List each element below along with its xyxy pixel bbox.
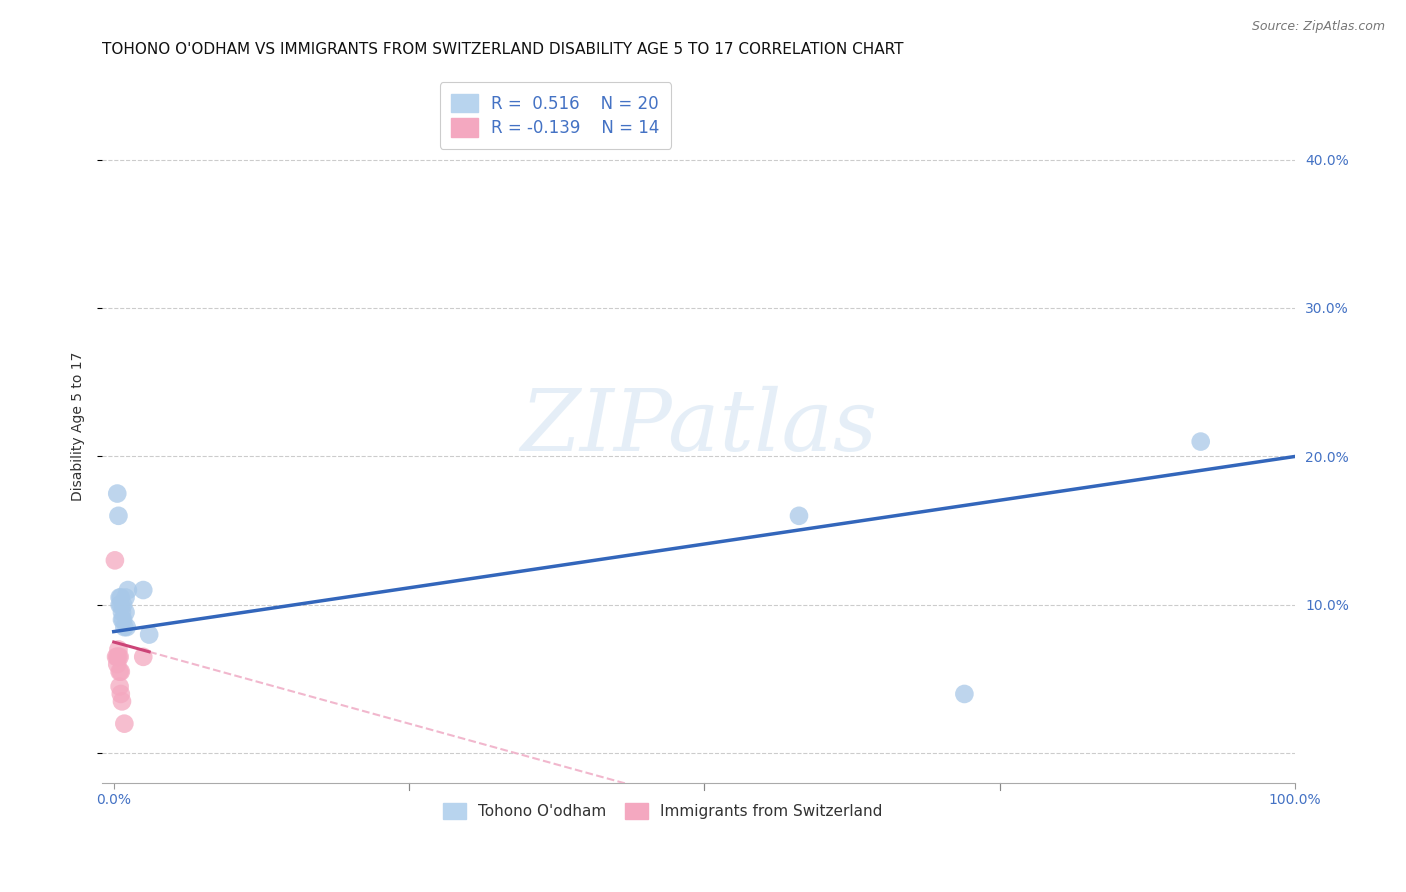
Point: [111, 613, 134, 627]
Text: TOHONO O'ODHAM VS IMMIGRANTS FROM SWITZERLAND DISABILITY AGE 5 TO 17 CORRELATION: TOHONO O'ODHAM VS IMMIGRANTS FROM SWITZE…: [101, 42, 904, 57]
Point: [112, 620, 135, 634]
Text: Source: ZipAtlas.com: Source: ZipAtlas.com: [1251, 20, 1385, 33]
Point: [112, 716, 135, 731]
Point: [111, 694, 134, 708]
Point: [105, 486, 128, 500]
Point: [111, 605, 134, 619]
Point: [107, 649, 129, 664]
Point: [132, 649, 155, 664]
Point: [117, 582, 139, 597]
Point: [105, 649, 128, 664]
Point: [138, 627, 160, 641]
Point: [787, 508, 810, 523]
Point: [112, 598, 135, 612]
Point: [114, 605, 136, 619]
Point: [108, 598, 131, 612]
Legend: Tohono O'odham, Immigrants from Switzerland: Tohono O'odham, Immigrants from Switzerl…: [437, 797, 889, 825]
Point: [110, 687, 132, 701]
Point: [105, 657, 128, 672]
Point: [1189, 434, 1212, 449]
Point: [115, 620, 138, 634]
Point: [107, 642, 129, 657]
Point: [112, 613, 135, 627]
Point: [110, 665, 132, 679]
Point: [104, 553, 127, 567]
Point: [107, 508, 129, 523]
Point: [114, 591, 136, 605]
Point: [953, 687, 976, 701]
Point: [108, 649, 131, 664]
Point: [110, 598, 132, 612]
Point: [105, 649, 128, 664]
Point: [108, 665, 131, 679]
Text: ZIPatlas: ZIPatlas: [520, 385, 877, 468]
Point: [108, 591, 131, 605]
Y-axis label: Disability Age 5 to 17: Disability Age 5 to 17: [72, 352, 86, 501]
Point: [110, 591, 132, 605]
Point: [108, 680, 131, 694]
Point: [132, 582, 155, 597]
